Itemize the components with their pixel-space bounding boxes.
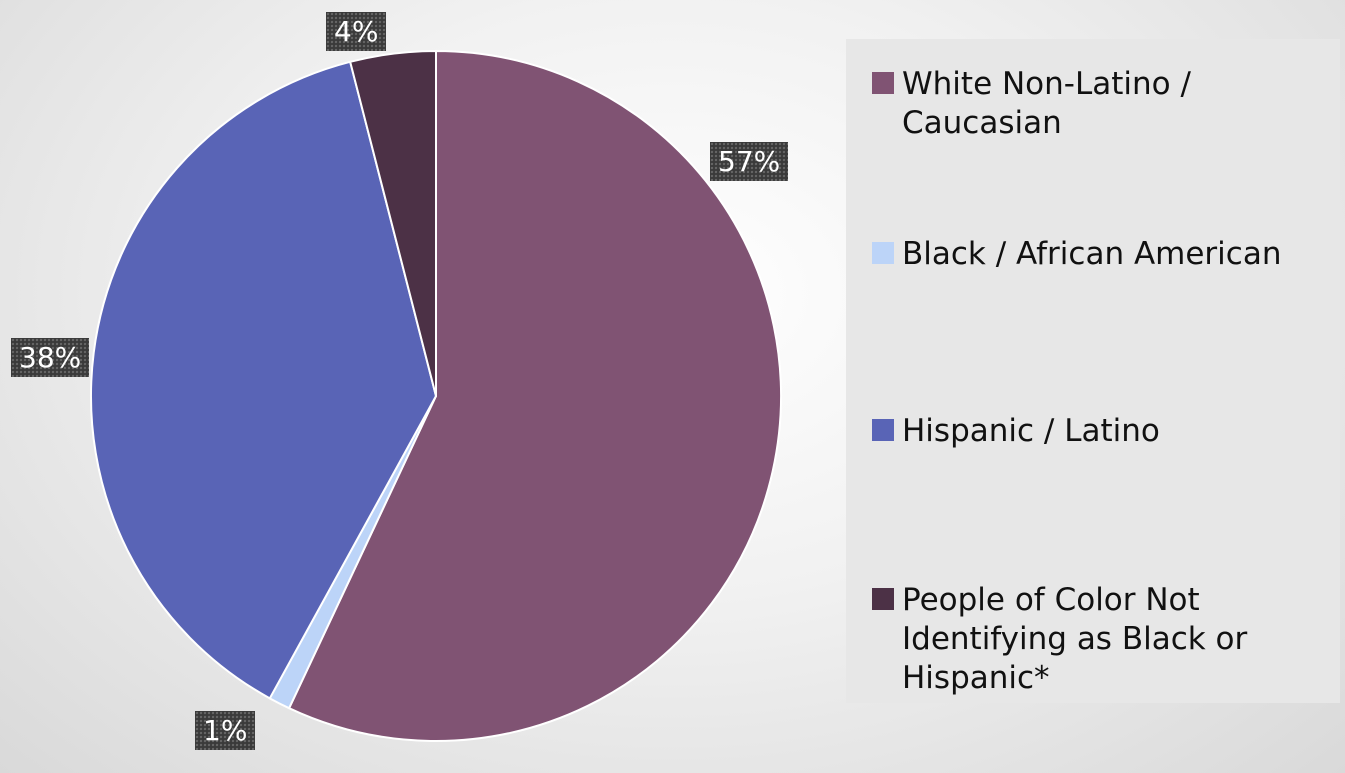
- legend-swatch-hispanic: [872, 419, 894, 441]
- data-label-hispanic: 38%: [11, 338, 90, 377]
- pie-slices: [90, 50, 782, 742]
- chart-legend: White Non-Latino / Caucasian Black / Afr…: [846, 39, 1340, 703]
- data-label-white: 57%: [710, 142, 789, 181]
- pie-slice-hispanic: [90, 60, 437, 700]
- pie-slice-other-poc: [349, 50, 437, 397]
- pie-slice-white: [288, 50, 782, 742]
- legend-swatch-white: [872, 72, 894, 94]
- legend-swatch-other-poc: [872, 588, 894, 610]
- legend-label-black: Black / African American: [902, 236, 1282, 272]
- legend-label-hispanic: Hispanic / Latino: [902, 413, 1160, 449]
- legend-swatch-black: [872, 242, 894, 264]
- data-label-black: 1%: [195, 711, 256, 750]
- legend-label-other-poc: People of Color Not Identifying as Black…: [902, 582, 1248, 696]
- legend-label-white: White Non-Latino / Caucasian: [902, 66, 1191, 141]
- data-label-other-poc: 4%: [326, 12, 387, 51]
